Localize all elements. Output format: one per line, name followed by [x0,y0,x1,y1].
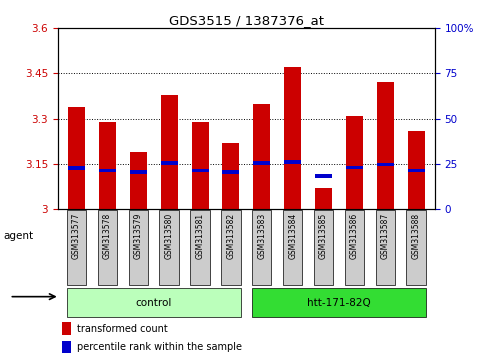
Bar [67,210,86,285]
Bar [67,288,241,317]
Bar [68,166,85,170]
Text: GSM313578: GSM313578 [103,213,112,259]
Text: htt-171-82Q: htt-171-82Q [307,298,371,308]
Text: GSM313580: GSM313580 [165,213,173,259]
Bar [377,162,394,166]
Bar [252,210,271,285]
Bar [253,161,270,165]
Bar [315,188,332,209]
Bar [252,288,426,317]
Bar [377,82,394,209]
Bar [376,210,395,285]
Bar [283,210,302,285]
Bar [130,170,147,174]
Bar [314,210,333,285]
Bar [98,210,117,285]
Bar [222,143,240,209]
Bar [408,131,425,209]
Bar [99,169,116,172]
Bar [192,122,209,209]
Text: percentile rank within the sample: percentile rank within the sample [77,342,242,352]
Bar [407,210,426,285]
Text: GSM313585: GSM313585 [319,213,328,259]
Bar [159,210,179,285]
Bar [345,210,364,285]
Bar [192,169,209,172]
Bar [128,210,148,285]
Text: GSM313588: GSM313588 [412,213,421,259]
Bar [315,174,332,178]
Bar [130,152,147,209]
Bar [221,210,241,285]
Text: GSM313587: GSM313587 [381,213,390,259]
Bar [408,169,425,172]
Bar [284,160,301,164]
Text: GSM313586: GSM313586 [350,213,359,259]
Title: GDS3515 / 1387376_at: GDS3515 / 1387376_at [169,14,324,27]
Text: GSM313577: GSM313577 [72,213,81,259]
Bar [161,161,178,165]
Bar [222,170,240,174]
Text: transformed count: transformed count [77,324,168,333]
Bar [161,95,178,209]
Text: control: control [136,298,172,308]
Bar [284,67,301,209]
Text: GSM313579: GSM313579 [134,213,143,259]
Bar [99,122,116,209]
Bar [190,210,210,285]
Bar [62,322,71,335]
Bar [346,166,363,170]
Text: GSM313583: GSM313583 [257,213,266,259]
Bar [253,104,270,209]
Bar [68,107,85,209]
Bar [62,341,71,353]
Text: agent: agent [3,231,33,241]
Text: GSM313582: GSM313582 [227,213,235,259]
Bar [346,115,363,209]
Text: GSM313581: GSM313581 [196,213,204,259]
Text: GSM313584: GSM313584 [288,213,297,259]
